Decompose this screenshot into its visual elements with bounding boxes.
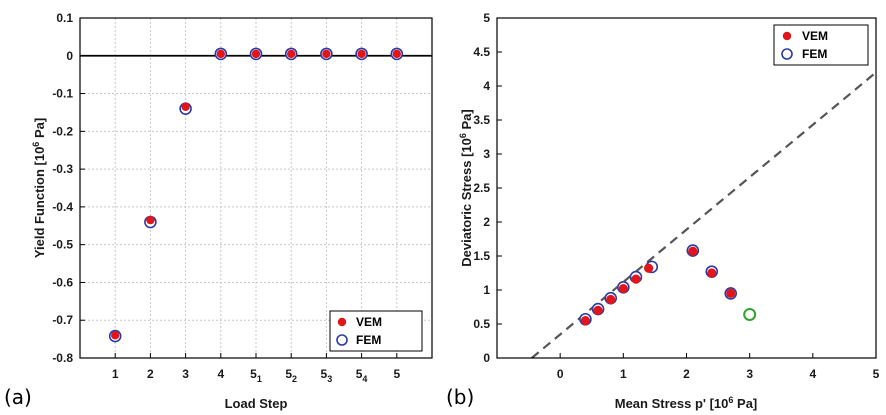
x-axis-label-b-exponent: 6 [728,395,733,405]
x-axis-label-b-text: Mean Stress p' [10 [615,396,729,411]
legend-fem-marker-b [781,48,793,60]
data-points-a [108,47,404,343]
data-points-b [579,244,757,326]
y-tick-label: -0.5 [52,238,73,252]
y-tick-label: 3 [483,147,490,161]
y-tick-label: 2 [483,215,490,229]
vem-point [322,49,331,59]
y-tick-label: -0.1 [52,87,73,101]
fem-point [743,307,757,321]
plot-frame-a [79,17,433,359]
x-tick-label: 5 [873,367,880,381]
vem-point [631,274,641,284]
x-tick-label: 4 [809,367,816,381]
vem-point [146,215,155,225]
plot-area-b [497,18,876,358]
legend-fem-label-a: FEM [356,333,381,347]
legend-vem-marker-a [337,317,347,327]
legend-fem-label-b: FEM [802,47,827,61]
x-axis-ticks-a: 1 2 3 4 51 52 53 54 5 [112,353,400,384]
vem-point [644,263,654,273]
vem-point [251,49,261,59]
y-axis-label-b-exponent: 6 [458,133,468,138]
x-tick-label: 3 [746,367,753,381]
vem-point [618,284,628,294]
legend-fem-marker-a [336,334,348,346]
x-tick-label: 52 [285,367,297,384]
grid-a [80,17,432,359]
y-axis-ticks-a: 0.1 0 -0.1 -0.2 -0.3 -0.4 -0.5 -0.6 -0.7 -0.8 [52,11,85,365]
x-tick-label: 4 [217,367,224,381]
panel-label-b: (b) [446,385,474,409]
vem-point [181,102,190,111]
y-tick-label: 0 [66,49,73,63]
panel-label-a: (a) [4,385,32,409]
y-tick-label: 2.5 [473,181,490,195]
plot-frame-b [496,17,877,359]
y-tick-label: 4.5 [473,45,490,59]
vem-point [287,49,296,59]
y-tick-label: 1 [483,283,490,297]
vem-point [580,316,591,326]
x-axis-label-b-unit: Pa] [733,396,757,411]
y-tick-label: -0.4 [52,200,73,214]
x-axis-label-a: Load Step [225,396,288,411]
legend-vem-label-b: VEM [802,29,828,43]
y-axis-label-a: Yield Function [106 Pa] [31,118,47,258]
vem-point [392,49,401,59]
vem-point [111,331,120,340]
y-tick-label: -0.8 [52,351,73,365]
y-tick-label: -0.6 [52,275,73,289]
y-axis-label-b-unit: Pa] [459,109,474,133]
x-axis-ticks-b: 0 1 2 3 4 5 [557,353,880,381]
y-axis-label-b: Deviatoric Stress [106 Pa] [458,109,474,266]
x-axis-label-b: Mean Stress p' [106 Pa] [615,395,758,411]
legend-vem-marker-b [782,31,792,41]
vem-point [606,294,616,305]
vem-point [593,305,603,315]
vem-point [688,246,698,256]
vem-point [357,49,366,59]
chart-panel-a: 0.1 0 -0.1 -0.2 -0.3 -0.4 -0.5 -0.6 -0.7 -0.8 1 2 3… [4,11,433,411]
y-tick-label: -0.3 [52,162,73,176]
x-tick-label: 1 [112,367,119,381]
legend-a: VEM FEM [329,310,423,352]
x-tick-label: 0 [557,367,564,381]
y-tick-label: 1.5 [473,249,490,263]
x-tick-label: 51 [250,367,262,384]
vem-point [726,288,736,298]
y-tick-label: 5 [483,11,490,25]
vem-point [707,268,717,278]
x-tick-label: 2 [147,367,154,381]
legend-b: VEM FEM [773,24,869,66]
vem-point [216,49,225,59]
y-tick-label: -0.7 [52,313,73,327]
y-tick-label: -0.2 [52,124,73,138]
x-tick-label: 5 [393,367,400,381]
y-axis-label-a-text: Yield Function [10 [32,147,47,258]
chart-panel-b: 0 0.5 1 1.5 2 2.5 3 3.5 4 4.5 5 0 1 2 3 4 5 VEM FEM Mea… [446,11,880,411]
y-tick-label: 4 [483,79,490,93]
x-tick-label: 53 [321,367,333,384]
x-tick-label: 1 [620,367,627,381]
y-axis-label-b-text: Deviatoric Stress [10 [459,138,474,267]
y-tick-label: 3.5 [473,113,490,127]
y-tick-label: 0.5 [473,317,490,331]
y-tick-label: 0.1 [56,11,73,25]
y-tick-label: 0 [483,351,490,365]
x-tick-label: 3 [182,367,189,381]
y-axis-label-a-exponent: 6 [31,142,41,147]
x-tick-label: 54 [356,367,368,384]
x-tick-label: 2 [683,367,690,381]
y-axis-label-a-unit: Pa] [32,118,47,142]
legend-vem-label-a: VEM [356,315,382,329]
y-axis-ticks-b: 0 0.5 1 1.5 2 2.5 3 3.5 4 4.5 5 [473,11,502,365]
